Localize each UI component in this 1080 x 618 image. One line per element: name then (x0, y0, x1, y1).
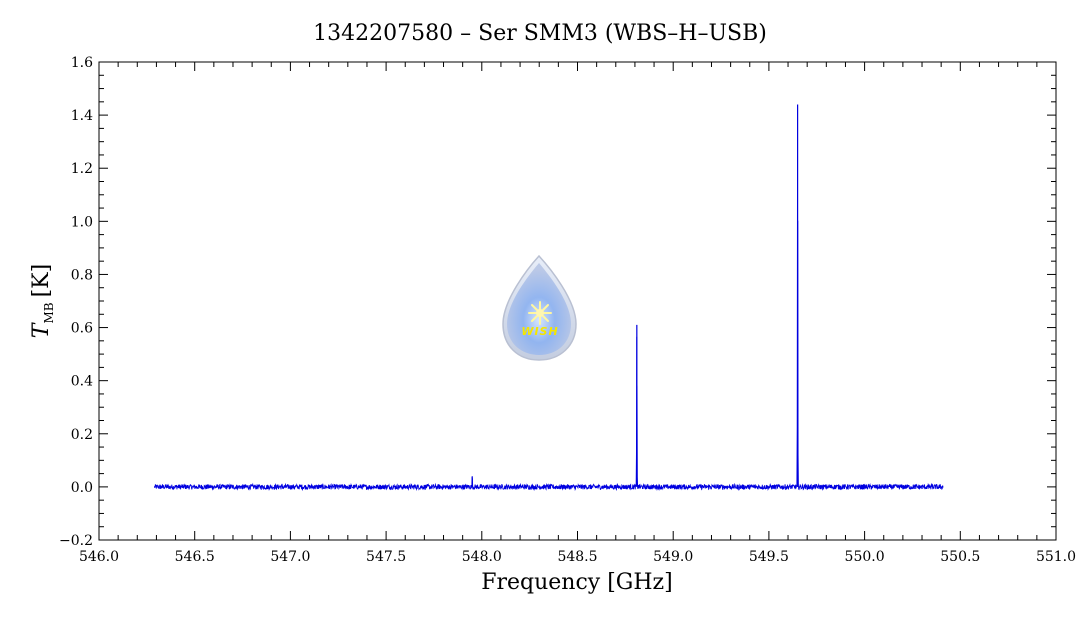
y-tick-label: 1.0 (71, 214, 93, 230)
y-tick-label: 0.0 (71, 480, 93, 496)
y-tick-label: 0.8 (71, 267, 93, 283)
x-tick-label: 548.0 (462, 549, 502, 565)
x-tick-label: 548.5 (557, 549, 597, 565)
y-tick-label: 0.6 (71, 321, 93, 337)
x-tick-label: 550.0 (845, 549, 885, 565)
x-tick-label: 549.0 (653, 549, 693, 565)
y-tick-label: 1.2 (71, 161, 93, 177)
x-tick-label: 550.5 (940, 549, 980, 565)
y-axis-ticks (99, 61, 1056, 541)
wish-droplet-logo-icon: WISH (502, 254, 577, 361)
svg-text:TMB[K]: TMB [K] (29, 264, 56, 338)
y-tick-label: 1.6 (71, 55, 93, 71)
x-tick-label: 546.0 (79, 549, 119, 565)
y-axis-label-subscript: MB (42, 302, 56, 323)
chart-title: 1342207580 – Ser SMM3 (WBS–H–USB) (313, 21, 767, 46)
y-tick-label: 1.4 (71, 108, 93, 124)
y-axis-label-unit: [K] (29, 264, 54, 298)
y-tick-label: 0.2 (71, 427, 93, 443)
y-tick-label: −0.2 (59, 533, 93, 549)
x-tick-label: 546.5 (175, 549, 215, 565)
plot-frame (98, 61, 1057, 541)
x-tick-label: 547.0 (270, 549, 310, 565)
x-tick-label: 547.5 (366, 549, 406, 565)
x-axis-label: Frequency [GHz] (481, 570, 673, 595)
y-axis-label: TMB [K] (29, 264, 56, 338)
x-tick-label: 551.0 (1036, 549, 1076, 565)
x-axis-ticks (98, 62, 1057, 540)
y-axis-label-symbol: T (29, 321, 54, 338)
spectrum-series-line (154, 156, 944, 492)
logo-text: WISH (521, 325, 558, 338)
x-axis-tick-labels: 546.0 546.5 547.0 547.5 548.0 548.5 549.0 549.5… (79, 549, 1076, 565)
y-axis-tick-labels: −0.2 0.0 0.2 0.4 0.6 0.8 1.0 1.2 1.4 1.6 (59, 55, 93, 549)
y-tick-label: 0.4 (71, 374, 93, 390)
x-tick-label: 549.5 (749, 549, 789, 565)
